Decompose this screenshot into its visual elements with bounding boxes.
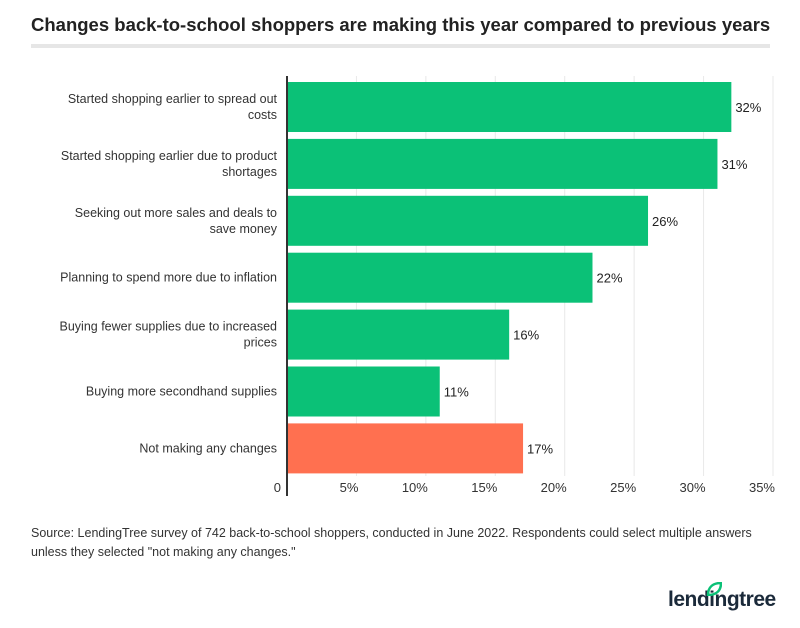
category-label: Seeking out more sales and deals to save … <box>75 206 278 236</box>
category-label: Started shopping earlier to spread out co… <box>68 92 278 122</box>
data-label: 11% <box>444 385 469 400</box>
bar <box>287 195 649 246</box>
data-label: 26% <box>652 214 678 229</box>
x-tick-label: 25% <box>610 480 636 495</box>
category-label: Buying fewer supplies due to increased pr… <box>60 320 278 350</box>
data-label: 22% <box>596 271 622 286</box>
x-tick-label: 35% <box>749 480 775 495</box>
x-tick-label: 20% <box>541 480 567 495</box>
data-label: 16% <box>513 328 539 343</box>
leaf-icon <box>706 582 722 596</box>
x-tick-label: 10% <box>402 480 428 495</box>
bar <box>287 423 524 474</box>
data-label: 17% <box>527 441 553 456</box>
bar <box>287 366 440 417</box>
source-note: Source: LendingTree survey of 742 back-t… <box>31 526 752 559</box>
category-label: Started shopping earlier due to product s… <box>61 149 278 179</box>
bar <box>287 309 510 360</box>
x-tick-label: 15% <box>471 480 497 495</box>
logo-wordmark: lendingtree <box>668 588 776 611</box>
x-tick-label: 5% <box>340 480 359 495</box>
x-tick-label: 30% <box>680 480 706 495</box>
data-label: 32% <box>735 100 761 115</box>
bar <box>287 252 593 303</box>
category-label: Buying more secondhand supplies <box>86 385 277 399</box>
title-divider <box>31 44 770 48</box>
data-label: 31% <box>721 157 747 172</box>
chart-title: Changes back-to-school shoppers are maki… <box>31 14 771 35</box>
category-label: Not making any changes <box>139 441 277 455</box>
category-label: Planning to spend more due to inflation <box>60 271 277 285</box>
bar <box>287 138 718 189</box>
x-tick-label: 0 <box>274 480 281 495</box>
bar-chart: 0 5% 10% 15% 20% 25% 30% 35% 32% Started shopping… <box>60 76 775 496</box>
bar <box>287 82 732 132</box>
lendingtree-logo: lendingtree <box>668 582 776 616</box>
